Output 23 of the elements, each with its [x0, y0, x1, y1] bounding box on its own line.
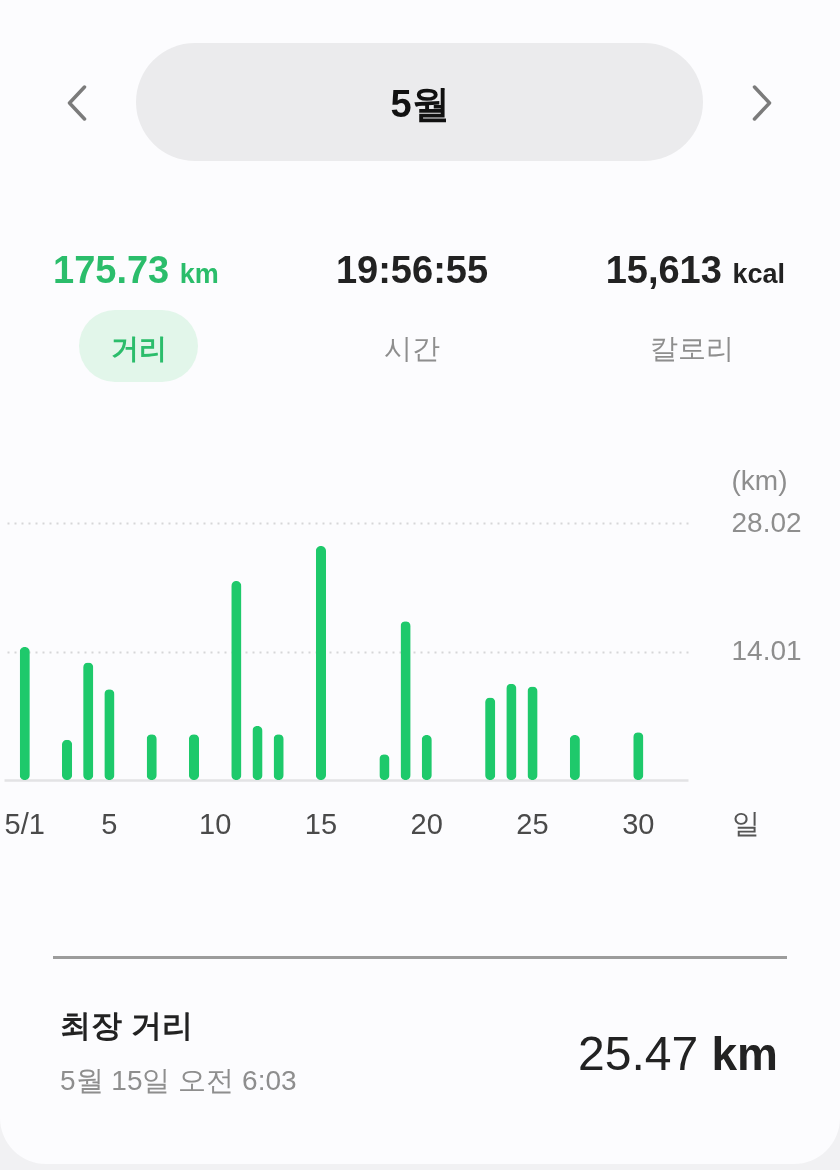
text: 5월 15일 오전 6:03 — [60, 1064, 297, 1098]
text: 거리 — [111, 332, 167, 366]
y-tick-label: 28.02 — [731, 506, 802, 538]
text: 15,613 kcal — [605, 249, 785, 291]
text: 19:56:55 — [335, 248, 489, 292]
chart-title: 5월 — [390, 82, 450, 127]
bar — [188, 734, 200, 780]
x-tick-label: 5 — [101, 807, 118, 840]
x-tick-label: 15 — [304, 807, 338, 840]
x-tick-label: 5/1 — [4, 807, 45, 840]
x-axis-title: 일 — [731, 807, 760, 839]
text: 칼로리 — [650, 332, 734, 366]
x-tick-label: 25 — [516, 807, 549, 840]
y-tick-label: 14.01 — [731, 635, 802, 666]
text: 175.73 km — [53, 249, 219, 291]
x-tick-label: 20 — [410, 807, 443, 840]
text: 25.47 km — [578, 1027, 778, 1080]
text: 시간 — [384, 332, 440, 366]
text: 최장 거리 — [60, 1007, 193, 1045]
x-tick-label: 30 — [622, 807, 655, 840]
y-axis-title: (km) — [731, 464, 788, 496]
x-tick-label: 10 — [199, 807, 232, 840]
bar — [315, 546, 327, 780]
